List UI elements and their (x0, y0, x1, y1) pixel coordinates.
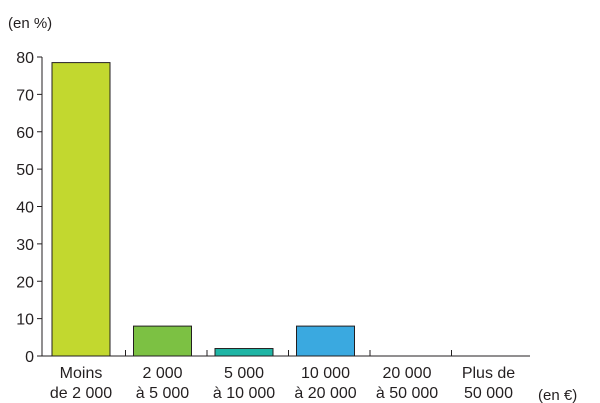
y-tick-label: 10 (16, 312, 34, 329)
x-tick-label: Plus de 50 000 (462, 365, 515, 402)
y-axis-unit-label: (en %) (8, 15, 52, 32)
y-tick-label: 20 (16, 274, 34, 291)
y-tick-label: 60 (16, 125, 34, 142)
y-axis: 0 10 20 30 40 50 60 70 80 (16, 50, 43, 366)
x-tick-label: 20 000 à 50 000 (376, 365, 438, 402)
bars (51, 62, 355, 357)
y-tick-label: 40 (16, 200, 34, 217)
bar (214, 348, 274, 357)
y-tick-label: 70 (16, 87, 34, 104)
x-axis-unit-label: (en €) (538, 387, 577, 403)
y-tick-label: 30 (16, 237, 34, 254)
x-tick-label: 2 000 à 5 000 (136, 365, 189, 402)
bar (51, 62, 111, 357)
x-axis: Moins de 2 000 2 000 à 5 000 5 000 à 10 000 10… (42, 350, 530, 402)
y-tick-label: 80 (16, 50, 34, 67)
y-tick-label: 0 (25, 349, 34, 366)
x-tick-label: 5 000 à 10 000 (213, 365, 275, 402)
x-tick-label: 10 000 à 20 000 (294, 365, 356, 402)
bar (296, 325, 355, 357)
y-tick-label: 50 (16, 162, 34, 179)
x-tick-label: Moins de 2 000 (50, 365, 112, 402)
bar (133, 325, 192, 357)
